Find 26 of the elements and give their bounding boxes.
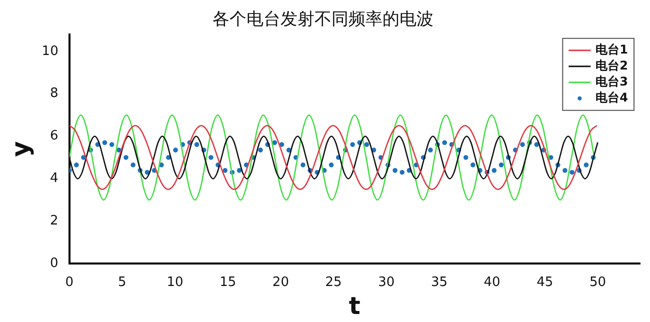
y-tick-label: 6 <box>50 128 58 144</box>
x-tick-label: 10 <box>166 274 184 290</box>
x-tick-label: 5 <box>118 274 126 290</box>
x-tick-label: 25 <box>325 274 342 290</box>
x-axis-title: t <box>348 292 360 320</box>
x-tick-label: 20 <box>272 274 289 290</box>
line-series <box>69 114 595 201</box>
x-tick-label: 0 <box>65 274 74 290</box>
x-tick-label: 35 <box>430 274 448 290</box>
y-tick-label: 8 <box>50 86 58 102</box>
y-tick-label: 2 <box>50 214 58 229</box>
x-tick-label: 50 <box>589 274 606 290</box>
y-tick-label: 0 <box>50 256 58 271</box>
y-tick-label: 4 <box>50 171 58 186</box>
legend-label: 电台1 <box>596 42 628 57</box>
x-tick-label: 45 <box>536 274 554 290</box>
line-series <box>69 125 598 190</box>
y-tick-label: 10 <box>42 44 58 59</box>
x-tick-label: 30 <box>378 274 395 290</box>
x-tick-label: 40 <box>484 274 500 290</box>
legend-label: 电台3 <box>596 74 628 89</box>
y-axis-title: y <box>6 140 35 157</box>
legend-label: 电台4 <box>596 90 628 105</box>
legend-label: 电台2 <box>596 58 628 73</box>
x-tick-label: 15 <box>220 274 236 290</box>
chart-title: 各个电台发射不同频率的电波 <box>212 10 434 30</box>
